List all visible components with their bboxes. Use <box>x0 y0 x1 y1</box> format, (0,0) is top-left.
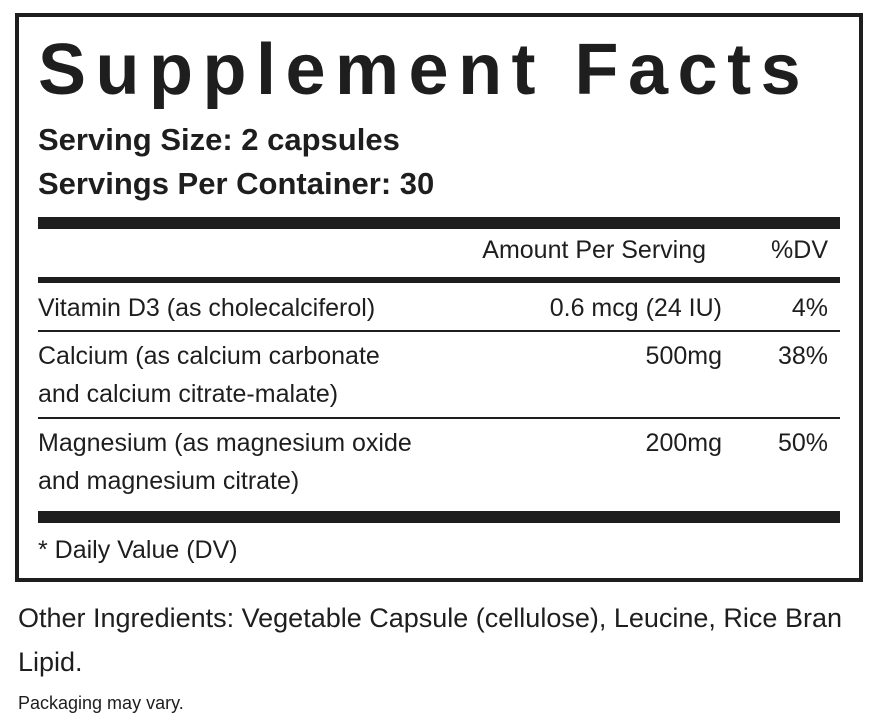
nutrient-name: Vitamin D3 (as cholecalciferol) <box>38 294 376 322</box>
label-box <box>15 13 863 582</box>
medium-rule <box>38 277 840 283</box>
nutrient-dv: 50% <box>777 429 828 457</box>
nutrient-name: Calcium (as calcium carbonate <box>38 342 380 370</box>
column-header: %DV <box>771 236 828 264</box>
label-title: Supplement Facts <box>38 30 811 110</box>
nutrient-name: and calcium citrate-malate) <box>38 380 339 408</box>
servings-per-container: Servings Per Container: 30 <box>38 166 435 201</box>
thick-rule <box>38 217 840 229</box>
packaging-note: Packaging may vary. <box>18 693 184 713</box>
nutrient-amount: 200mg <box>645 429 722 457</box>
row-rule <box>38 330 840 332</box>
other-ingredients: Other Ingredients: Vegetable Capsule (ce… <box>18 603 842 677</box>
serving-size: Serving Size: 2 capsules <box>38 122 400 157</box>
column-header: Amount Per Serving <box>482 236 706 264</box>
footnote: * Daily Value (DV) <box>38 536 238 564</box>
nutrient-dv: 4% <box>791 294 828 322</box>
nutrient-name: Magnesium (as magnesium oxide <box>38 429 412 457</box>
nutrient-amount: 0.6 mcg (24 IU) <box>549 294 722 322</box>
thick-rule <box>38 511 840 523</box>
nutrient-name: and magnesium citrate) <box>38 467 300 495</box>
nutrient-dv: 38% <box>777 342 828 370</box>
row-rule <box>38 417 840 419</box>
nutrient-amount: 500mg <box>645 342 722 370</box>
